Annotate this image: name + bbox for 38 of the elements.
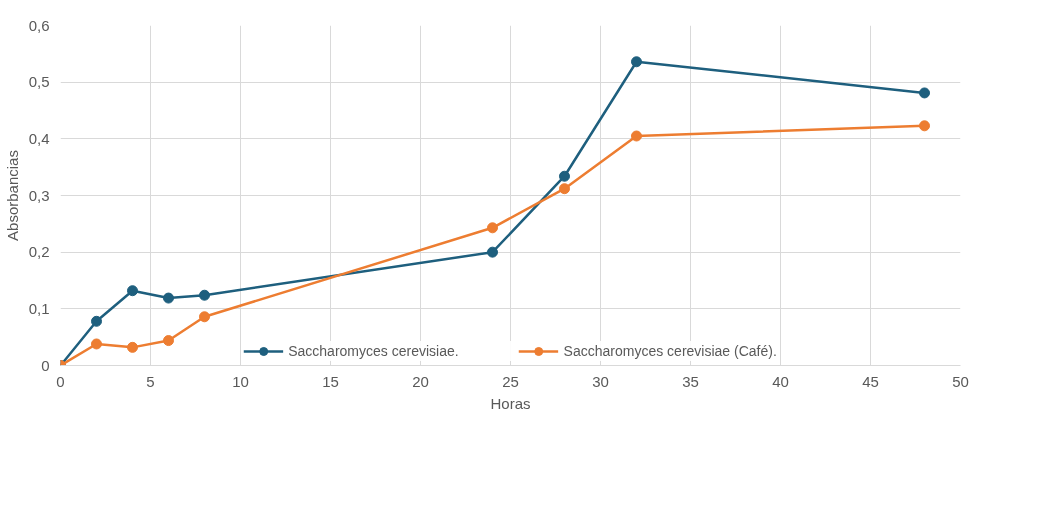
point <box>127 341 138 353</box>
x-tick-label: 20 <box>412 372 429 390</box>
x-tick-label: 50 <box>952 372 969 390</box>
x-tick-label: 0 <box>56 372 65 390</box>
legend-label: Saccharomyces cerevisiae (Café). <box>563 343 777 359</box>
x-tick-label: 45 <box>862 372 879 390</box>
y-tick-label: 0 <box>41 356 50 374</box>
point <box>559 170 570 182</box>
point <box>487 246 498 258</box>
y-tick-label: 0,5 <box>28 73 50 91</box>
y-tick-label: 0,1 <box>28 299 50 317</box>
point <box>199 311 210 323</box>
point <box>631 56 642 68</box>
point <box>631 130 642 142</box>
point <box>919 87 930 99</box>
x-tick-label: 25 <box>502 372 519 390</box>
x-tick-label: 10 <box>232 372 249 390</box>
point <box>559 183 570 195</box>
x-tick-label: 15 <box>322 372 339 390</box>
point <box>487 222 498 234</box>
x-axis-title: Horas <box>490 394 531 412</box>
y-tick-label: 0,2 <box>28 243 50 261</box>
x-tick-label: 5 <box>146 372 155 390</box>
point <box>127 285 138 297</box>
point <box>91 315 102 327</box>
y-tick-label: 0,6 <box>28 16 50 34</box>
x-tick-label: 35 <box>682 372 699 390</box>
y-axis-title: Absorbancias <box>3 150 21 241</box>
y-tick-label: 0,3 <box>28 186 50 204</box>
point <box>199 289 210 301</box>
point <box>919 120 930 132</box>
x-tick-label: 40 <box>772 372 789 390</box>
point <box>163 335 174 347</box>
y-tick-label: 0,4 <box>28 129 50 147</box>
legend-label: Saccharomyces cerevisiae. <box>288 343 459 359</box>
point <box>163 292 174 304</box>
x-tick-label: 30 <box>592 372 609 390</box>
point <box>91 338 102 350</box>
